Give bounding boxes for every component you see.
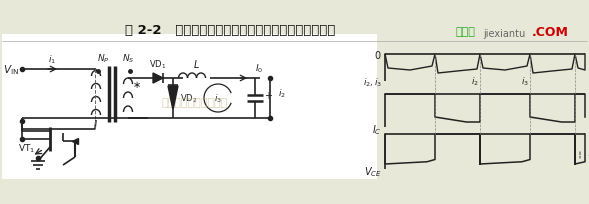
Text: $N_S$: $N_S$: [122, 52, 134, 65]
Text: $i_2$: $i_2$: [278, 87, 286, 100]
Text: $V_{CE}$: $V_{CE}$: [365, 164, 382, 178]
Text: $i_3$: $i_3$: [521, 75, 529, 87]
Text: $i_1$: $i_1$: [48, 53, 56, 66]
Text: $+$: $+$: [264, 90, 273, 101]
Text: $\ast$: $\ast$: [132, 79, 141, 90]
Text: $V_{\rm IN}$: $V_{\rm IN}$: [587, 152, 589, 166]
Bar: [2, 35, 377, 179]
Text: $L$: $L$: [193, 58, 200, 70]
Text: $I_C$: $I_C$: [372, 122, 382, 136]
Text: $\rm VD_2$: $\rm VD_2$: [180, 92, 197, 105]
Text: $I_0$: $I_0$: [255, 62, 263, 75]
Text: $i_2,i_3$: $i_2,i_3$: [363, 77, 382, 89]
Text: .COM: .COM: [532, 25, 569, 38]
Polygon shape: [153, 74, 163, 84]
Text: $i_3$: $i_3$: [214, 92, 222, 105]
Text: $V_{\rm IN}$: $V_{\rm IN}$: [3, 63, 19, 76]
Text: jiexiantu: jiexiantu: [483, 29, 525, 39]
Text: $N_P$: $N_P$: [97, 52, 110, 65]
Text: 接线图: 接线图: [455, 27, 475, 37]
Text: $\rm VD_1$: $\rm VD_1$: [149, 58, 167, 71]
Polygon shape: [168, 86, 178, 110]
Text: $\rm VT_1$: $\rm VT_1$: [18, 142, 35, 155]
Text: 图 2-2   正向激励变换方式开关电源电路及其工作波形: 图 2-2 正向激励变换方式开关电源电路及其工作波形: [125, 23, 335, 36]
Text: 杭州裕睿科技有限公司: 杭州裕睿科技有限公司: [162, 98, 228, 108]
Text: $0$: $0$: [375, 49, 382, 61]
Text: $i_2$: $i_2$: [471, 75, 479, 87]
